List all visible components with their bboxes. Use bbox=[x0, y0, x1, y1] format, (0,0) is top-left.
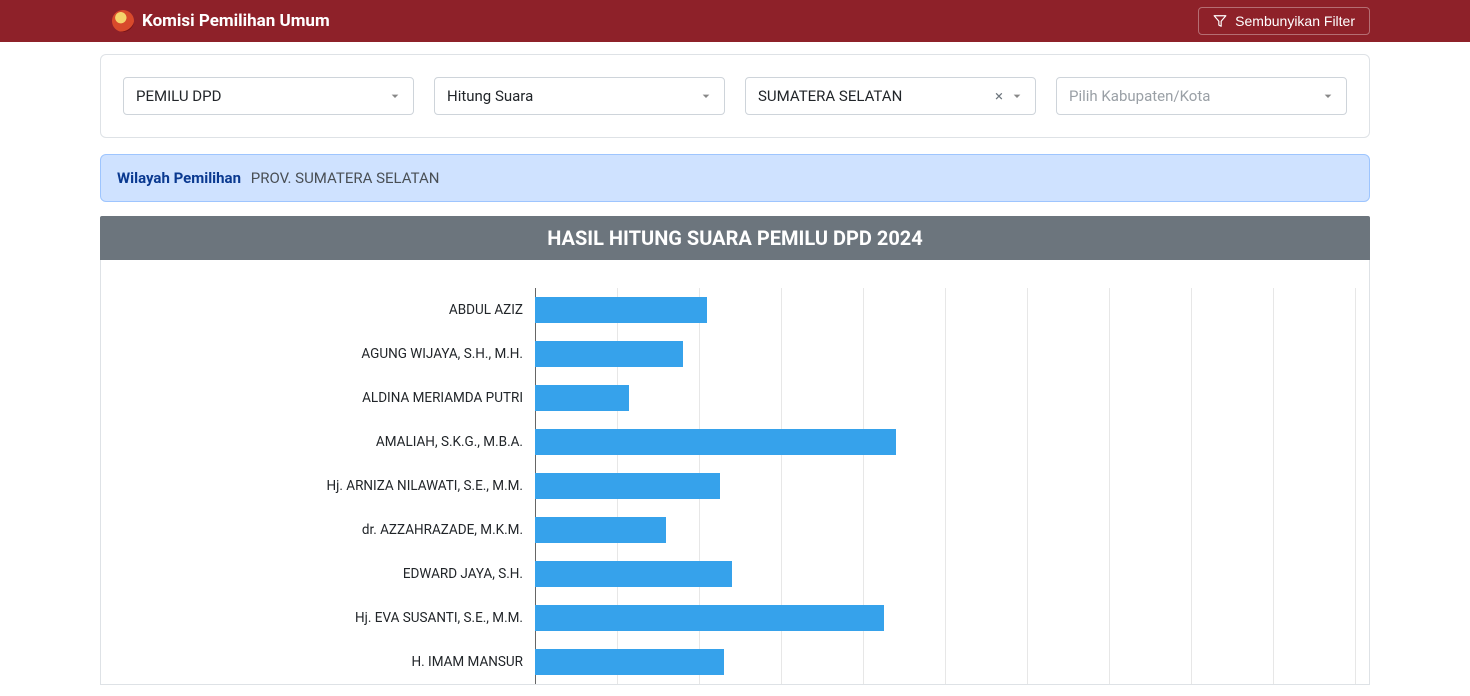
grid-line bbox=[1355, 288, 1356, 684]
chart-title: HASIL HITUNG SUARA PEMILU DPD 2024 bbox=[100, 216, 1370, 260]
wilayah-banner: Wilayah Pemilihan PROV. SUMATERA SELATAN bbox=[100, 154, 1370, 202]
filter-icon bbox=[1213, 14, 1227, 28]
kpu-logo-icon bbox=[112, 10, 134, 32]
candidate-bar-row bbox=[535, 552, 1355, 596]
district-placeholder: Pilih Kabupaten/Kota bbox=[1069, 87, 1210, 105]
hide-filter-button[interactable]: Sembunyikan Filter bbox=[1198, 7, 1370, 35]
province-select[interactable]: SUMATERA SELATAN × bbox=[745, 77, 1036, 115]
candidate-bar-row bbox=[535, 508, 1355, 552]
chart-body: ABDUL AZIZAGUNG WIJAYA, S.H., M.H.ALDINA… bbox=[101, 260, 1369, 684]
candidate-bar-row bbox=[535, 640, 1355, 684]
candidate-bar-row bbox=[535, 596, 1355, 640]
candidate-bar[interactable] bbox=[535, 649, 724, 675]
brand: Komisi Pemilihan Umum bbox=[112, 10, 330, 32]
chart-bars-column bbox=[535, 288, 1355, 684]
candidate-label: AMALIAH, S.K.G., M.B.A. bbox=[115, 420, 535, 464]
candidate-label: ABDUL AZIZ bbox=[115, 288, 535, 332]
candidate-label: AGUNG WIJAYA, S.H., M.H. bbox=[115, 332, 535, 376]
election-type-select[interactable]: PEMILU DPD bbox=[123, 77, 414, 115]
page: PEMILU DPD Hitung Suara SUMATERA SELATAN… bbox=[0, 42, 1470, 685]
filters-card: PEMILU DPD Hitung Suara SUMATERA SELATAN… bbox=[100, 54, 1370, 138]
candidate-bar[interactable] bbox=[535, 561, 732, 587]
wilayah-label: Wilayah Pemilihan bbox=[117, 169, 241, 187]
candidate-bar-row bbox=[535, 332, 1355, 376]
hide-filter-label: Sembunyikan Filter bbox=[1235, 13, 1355, 29]
candidate-label: Hj. EVA SUSANTI, S.E., M.M. bbox=[115, 596, 535, 640]
candidate-label: ALDINA MERIAMDA PUTRI bbox=[115, 376, 535, 420]
candidate-bar[interactable] bbox=[535, 341, 683, 367]
candidate-bar[interactable] bbox=[535, 429, 896, 455]
candidate-label: H. IMAM MANSUR bbox=[115, 640, 535, 684]
candidate-bar-row bbox=[535, 288, 1355, 332]
candidate-bar-row bbox=[535, 376, 1355, 420]
wilayah-value: PROV. SUMATERA SELATAN bbox=[251, 169, 440, 187]
chevron-down-icon bbox=[387, 88, 403, 104]
candidate-bar-row bbox=[535, 420, 1355, 464]
election-type-value: PEMILU DPD bbox=[136, 87, 221, 105]
candidate-bar[interactable] bbox=[535, 297, 707, 323]
candidate-bar[interactable] bbox=[535, 385, 629, 411]
candidate-label: Hj. ARNIZA NILAWATI, S.E., M.M. bbox=[115, 464, 535, 508]
header: Komisi Pemilihan Umum Sembunyikan Filter bbox=[0, 0, 1470, 42]
candidate-bar-row bbox=[535, 464, 1355, 508]
candidate-label: dr. AZZAHRAZADE, M.K.M. bbox=[115, 508, 535, 552]
stage-value: Hitung Suara bbox=[447, 87, 533, 105]
chevron-down-icon bbox=[698, 88, 714, 104]
district-select[interactable]: Pilih Kabupaten/Kota bbox=[1056, 77, 1347, 115]
stage-select[interactable]: Hitung Suara bbox=[434, 77, 725, 115]
chevron-down-icon bbox=[1009, 88, 1025, 104]
chart-labels-column: ABDUL AZIZAGUNG WIJAYA, S.H., M.H.ALDINA… bbox=[115, 288, 535, 684]
candidate-bar[interactable] bbox=[535, 473, 720, 499]
candidate-bar[interactable] bbox=[535, 517, 666, 543]
candidate-bar[interactable] bbox=[535, 605, 884, 631]
province-value: SUMATERA SELATAN bbox=[758, 87, 902, 105]
chart-card: ABDUL AZIZAGUNG WIJAYA, S.H., M.H.ALDINA… bbox=[100, 260, 1370, 685]
chevron-down-icon bbox=[1320, 88, 1336, 104]
clear-province-icon[interactable]: × bbox=[995, 87, 1003, 105]
chart-section: HASIL HITUNG SUARA PEMILU DPD 2024 ABDUL… bbox=[100, 216, 1370, 685]
candidate-label: EDWARD JAYA, S.H. bbox=[115, 552, 535, 596]
site-title: Komisi Pemilihan Umum bbox=[142, 11, 330, 31]
